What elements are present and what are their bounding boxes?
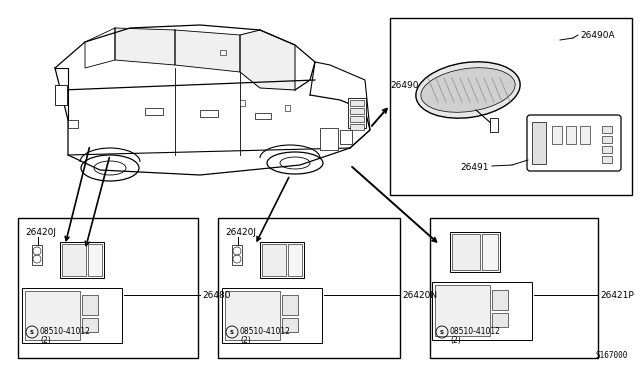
Text: S167000: S167000 [596, 351, 628, 360]
Bar [220, 50, 226, 55]
Bar [82, 318, 98, 332]
Bar [240, 100, 245, 106]
Text: 08510-41012: 08510-41012 [40, 327, 91, 337]
Bar [350, 124, 364, 130]
Bar [288, 244, 302, 276]
Text: S: S [30, 330, 34, 334]
Bar [32, 245, 42, 265]
Bar [432, 282, 532, 340]
Bar [552, 126, 562, 144]
Bar [450, 232, 500, 272]
Bar [68, 120, 78, 128]
Bar [55, 85, 67, 105]
Text: 26420J: 26420J [25, 228, 56, 237]
Text: 08510-41012: 08510-41012 [240, 327, 291, 337]
Polygon shape [115, 28, 175, 65]
Bar [222, 288, 322, 343]
Bar [62, 244, 86, 276]
Bar [88, 244, 102, 276]
Bar [60, 242, 104, 278]
Bar [255, 113, 271, 119]
Bar [492, 313, 508, 327]
Ellipse shape [421, 68, 515, 112]
Bar [18, 218, 198, 358]
Bar [218, 218, 400, 358]
Bar [22, 288, 122, 343]
Bar [532, 122, 546, 164]
Text: 26491: 26491 [460, 164, 488, 173]
Bar [350, 100, 364, 106]
Text: 26420J: 26420J [225, 228, 256, 237]
Bar [482, 234, 498, 270]
Text: 26480: 26480 [202, 291, 230, 299]
Bar [262, 244, 286, 276]
Bar [602, 156, 612, 163]
Bar [145, 108, 163, 115]
Bar [390, 18, 632, 195]
Bar [285, 105, 290, 111]
Text: (2): (2) [450, 337, 461, 346]
Ellipse shape [416, 62, 520, 118]
Text: S: S [440, 330, 444, 334]
Bar [602, 136, 612, 143]
Bar [82, 295, 98, 315]
Text: S: S [230, 330, 234, 334]
Bar [566, 126, 576, 144]
Bar [602, 146, 612, 153]
Bar [580, 126, 590, 144]
Bar [492, 290, 508, 310]
Text: 08510-41012: 08510-41012 [450, 327, 501, 337]
Bar [200, 110, 218, 117]
Bar [340, 130, 352, 144]
Text: 26490A: 26490A [580, 31, 614, 39]
Polygon shape [175, 30, 240, 72]
Bar [350, 108, 364, 114]
Bar [232, 245, 242, 265]
Bar [25, 291, 80, 340]
Bar [282, 318, 298, 332]
Bar [348, 98, 366, 128]
Bar [452, 234, 480, 270]
Polygon shape [240, 30, 295, 90]
FancyBboxPatch shape [527, 115, 621, 171]
Bar [225, 291, 280, 340]
Bar [282, 295, 298, 315]
Bar [260, 242, 304, 278]
Bar [430, 218, 598, 358]
Text: 26421P: 26421P [600, 291, 634, 299]
Text: 26490: 26490 [390, 81, 419, 90]
Text: (2): (2) [40, 337, 51, 346]
Text: 26420N: 26420N [402, 291, 437, 299]
Bar [602, 126, 612, 133]
Bar [320, 128, 338, 150]
Bar [435, 285, 490, 336]
Bar [490, 118, 498, 132]
Text: (2): (2) [240, 337, 251, 346]
Bar [350, 116, 364, 122]
